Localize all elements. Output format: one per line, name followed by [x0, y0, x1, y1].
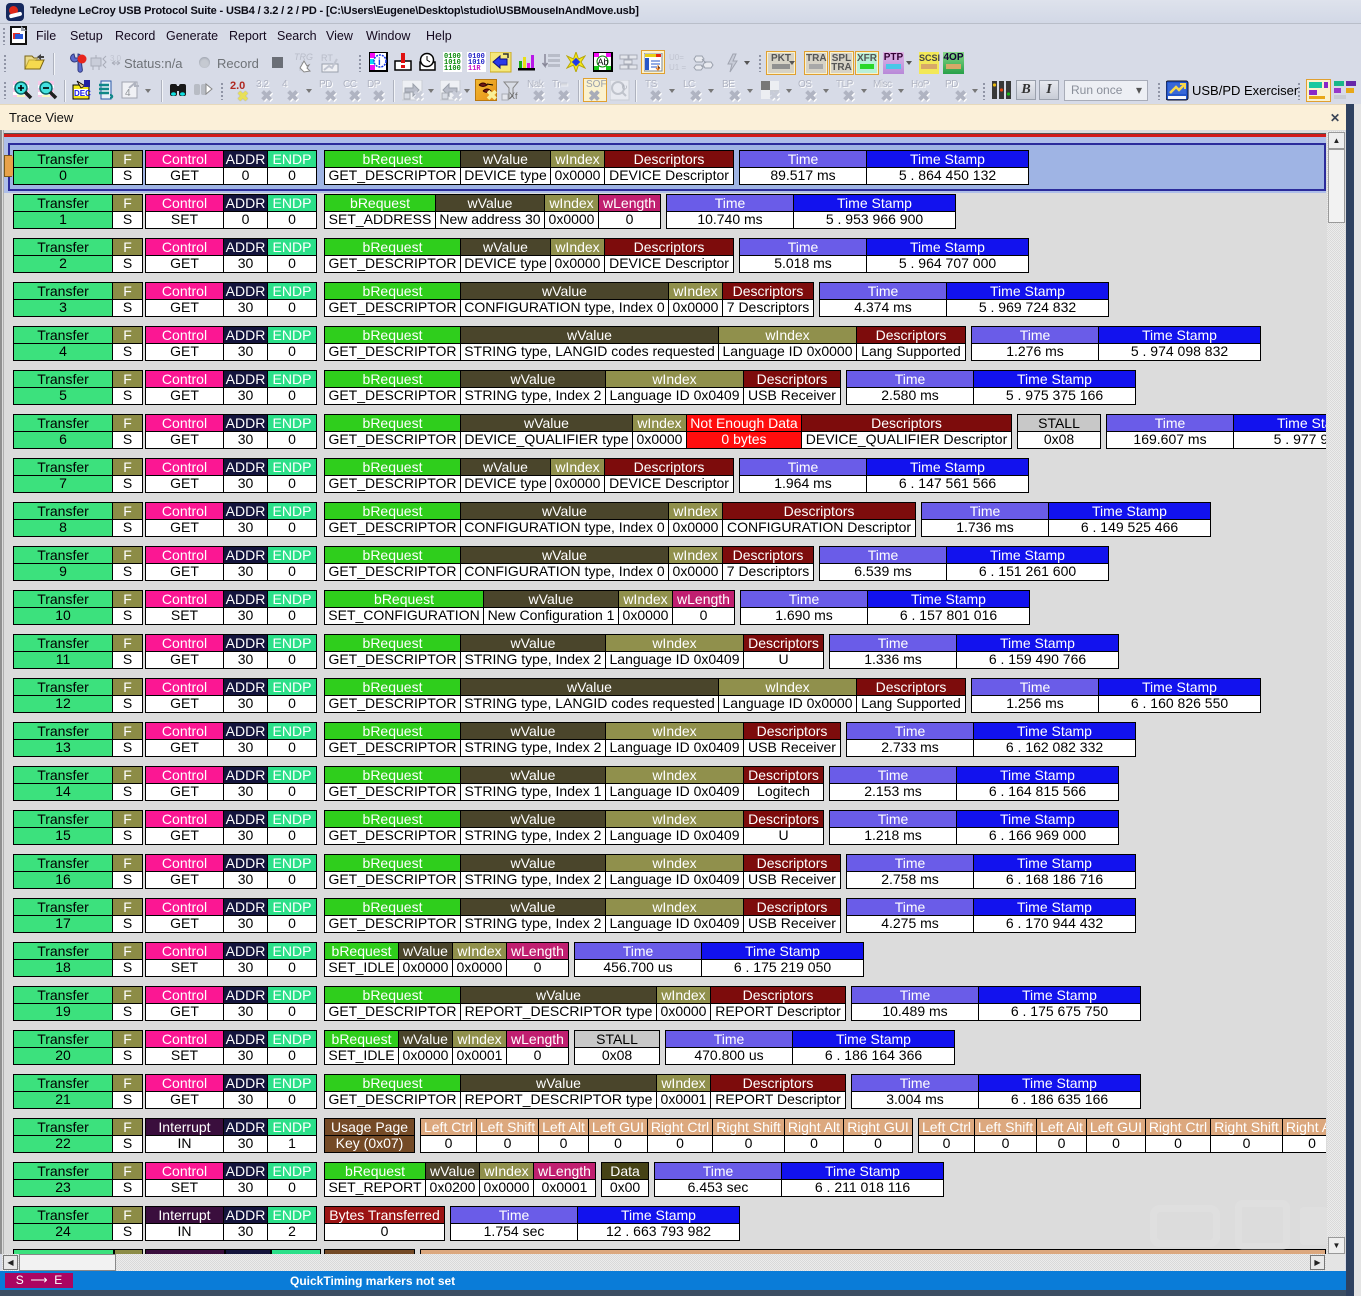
svg-text:Xf: Xf — [509, 91, 518, 101]
svg-text:1100: 1100 — [444, 65, 461, 72]
svg-text:↻: ↻ — [621, 83, 628, 92]
svg-text:RT: RT — [321, 53, 333, 63]
svg-text:0100: 0100 — [444, 53, 461, 61]
svg-text:1010: 1010 — [444, 59, 461, 67]
svg-text:Ab: Ab — [598, 57, 609, 67]
svg-text:11R: 11R — [468, 65, 481, 72]
svg-text:3.0: 3.0 — [110, 54, 122, 63]
svg-text:4: 4 — [125, 88, 131, 99]
svg-text:U0=: U0= — [669, 53, 684, 62]
svg-text:0100: 0100 — [468, 53, 485, 61]
svg-text:DEC: DEC — [74, 89, 91, 98]
svg-text:U1 =: U1 = — [669, 63, 686, 72]
svg-text:i: i — [378, 57, 381, 68]
svg-text:1010: 1010 — [468, 59, 485, 67]
svg-text:TRG: TRG — [294, 52, 313, 62]
